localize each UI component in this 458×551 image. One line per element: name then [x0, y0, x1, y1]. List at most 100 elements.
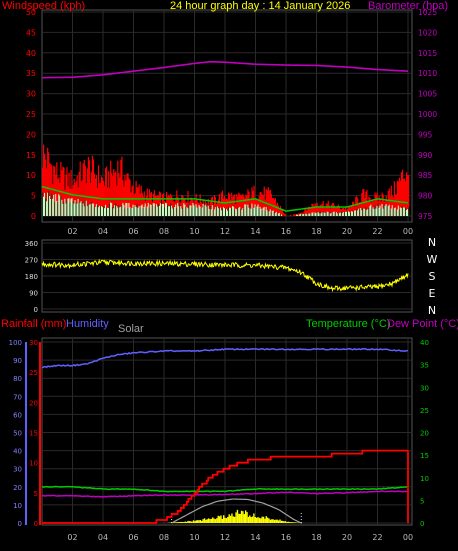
wind-gust-bar [355, 197, 357, 216]
wind-gust-bar [75, 181, 77, 216]
wind-average-bar [227, 210, 229, 216]
wind-gust-bar [130, 192, 132, 216]
wind-average-bar [377, 203, 379, 216]
solar-bar [206, 519, 208, 523]
lower-x-tick-label: 18 [311, 533, 321, 542]
wind-average-bar [393, 208, 395, 216]
wind-gust-bar [280, 208, 283, 216]
solar-bar [176, 522, 178, 523]
wind-gust-bar [118, 173, 120, 216]
wind-average-bar [93, 206, 95, 216]
solar-bar [214, 519, 217, 523]
wind-average-bar [170, 203, 172, 216]
wind-average-bar [118, 205, 120, 216]
solar-bar [220, 515, 222, 523]
wind-average-bar [303, 214, 305, 216]
wind-gust-bar [145, 196, 147, 216]
wind-average-bar [116, 206, 118, 216]
solar-bar [225, 518, 228, 523]
solar-bar [277, 520, 280, 523]
wind-x-tick-label: 08 [159, 227, 169, 236]
solar-label: Solar [118, 323, 144, 335]
solar-bar [291, 522, 294, 523]
wind-average-bar [174, 207, 176, 216]
wind-average-bar [348, 211, 350, 216]
humidity-tick-label: 50 [13, 430, 22, 438]
wind-gust-bar [49, 163, 51, 216]
wind-average-bar [408, 207, 409, 216]
wind-average-bar [350, 212, 352, 216]
wind-average-bar [236, 209, 238, 216]
wind-gust-bar [304, 208, 306, 216]
wind-average-bar [218, 207, 220, 216]
wind-gust-bar [376, 192, 378, 216]
wind-average-bar [84, 200, 86, 216]
wind-average-bar [398, 209, 400, 216]
wind-gust-bar [199, 194, 201, 216]
wind-average-bar [169, 206, 171, 216]
wind-gust-bar [90, 172, 92, 216]
solar-bar [177, 522, 180, 523]
wind-average-bar [149, 204, 151, 216]
wind-average-bar [153, 203, 155, 216]
wind-average-bar [387, 205, 389, 216]
wind-gust-bar [276, 202, 279, 216]
wind-average-bar [358, 208, 360, 216]
wind-gust-bar [352, 201, 354, 216]
dewpoint-axis-title: Dew Point (°C) [387, 318, 458, 330]
wind-gust-bar [331, 203, 333, 216]
wind-average-bar [373, 208, 375, 216]
wind-gust-bar [228, 192, 230, 216]
wind-average-bar [344, 211, 346, 216]
wind-average-bar [240, 208, 242, 216]
humidity-tick-label: 0 [18, 520, 22, 528]
wind-gust-bar [54, 166, 56, 216]
wind-gust-bar [293, 214, 295, 216]
wind-average-bar [56, 200, 58, 216]
wind-gust-bar [106, 166, 108, 216]
humidity-tick-label: 70 [13, 393, 22, 401]
temperature-tick-label: 15 [420, 452, 429, 460]
wind-average-bar [209, 205, 211, 216]
wind-average-bar [371, 206, 373, 216]
compass-label: N [428, 236, 436, 249]
wind-average-bar [378, 207, 380, 216]
wind-gust-bar [42, 167, 44, 216]
compass-label: N [428, 304, 436, 317]
wind-average-bar [360, 207, 362, 216]
wind-average-bar [397, 205, 399, 216]
wind-average-bar [113, 208, 115, 216]
wind-gust-bar [93, 173, 96, 216]
wind-average-bar [241, 209, 243, 216]
wind-average-bar [144, 203, 146, 216]
wind-x-tick-label: 18 [311, 227, 321, 236]
solar-bar [209, 519, 211, 523]
wind-average-bar [133, 207, 135, 216]
humidity-line [41, 347, 409, 369]
wind-average-bar [96, 205, 98, 216]
wind-gust-bar [269, 189, 271, 216]
wind-gust-bar [146, 188, 148, 216]
wind-average-bar [148, 207, 150, 216]
wind-average-bar [238, 207, 240, 216]
wind-gust-bar [313, 206, 315, 216]
wind-gust-bar [260, 192, 262, 216]
wind-x-tick-label: 12 [220, 227, 230, 236]
wind-average-bar [88, 204, 90, 216]
wind-gust-bar [388, 188, 390, 216]
wind-average-bar [85, 200, 87, 216]
wind-average-bar [356, 209, 358, 216]
wind-gust-bar [66, 167, 68, 216]
solar-bar [199, 520, 202, 523]
wind-average-bar [155, 204, 157, 216]
wind-gust-bar [356, 196, 358, 216]
wind-gust-bar [310, 208, 312, 216]
wind-average-bar [132, 204, 134, 216]
solar-bar [254, 517, 256, 523]
wind-average-bar [219, 207, 221, 216]
wind-gust-bar [328, 205, 330, 216]
wind-average-bars [42, 191, 409, 216]
wind-gust-bar [129, 180, 131, 216]
compass-label: E [429, 287, 436, 300]
solar-bar [273, 519, 276, 523]
